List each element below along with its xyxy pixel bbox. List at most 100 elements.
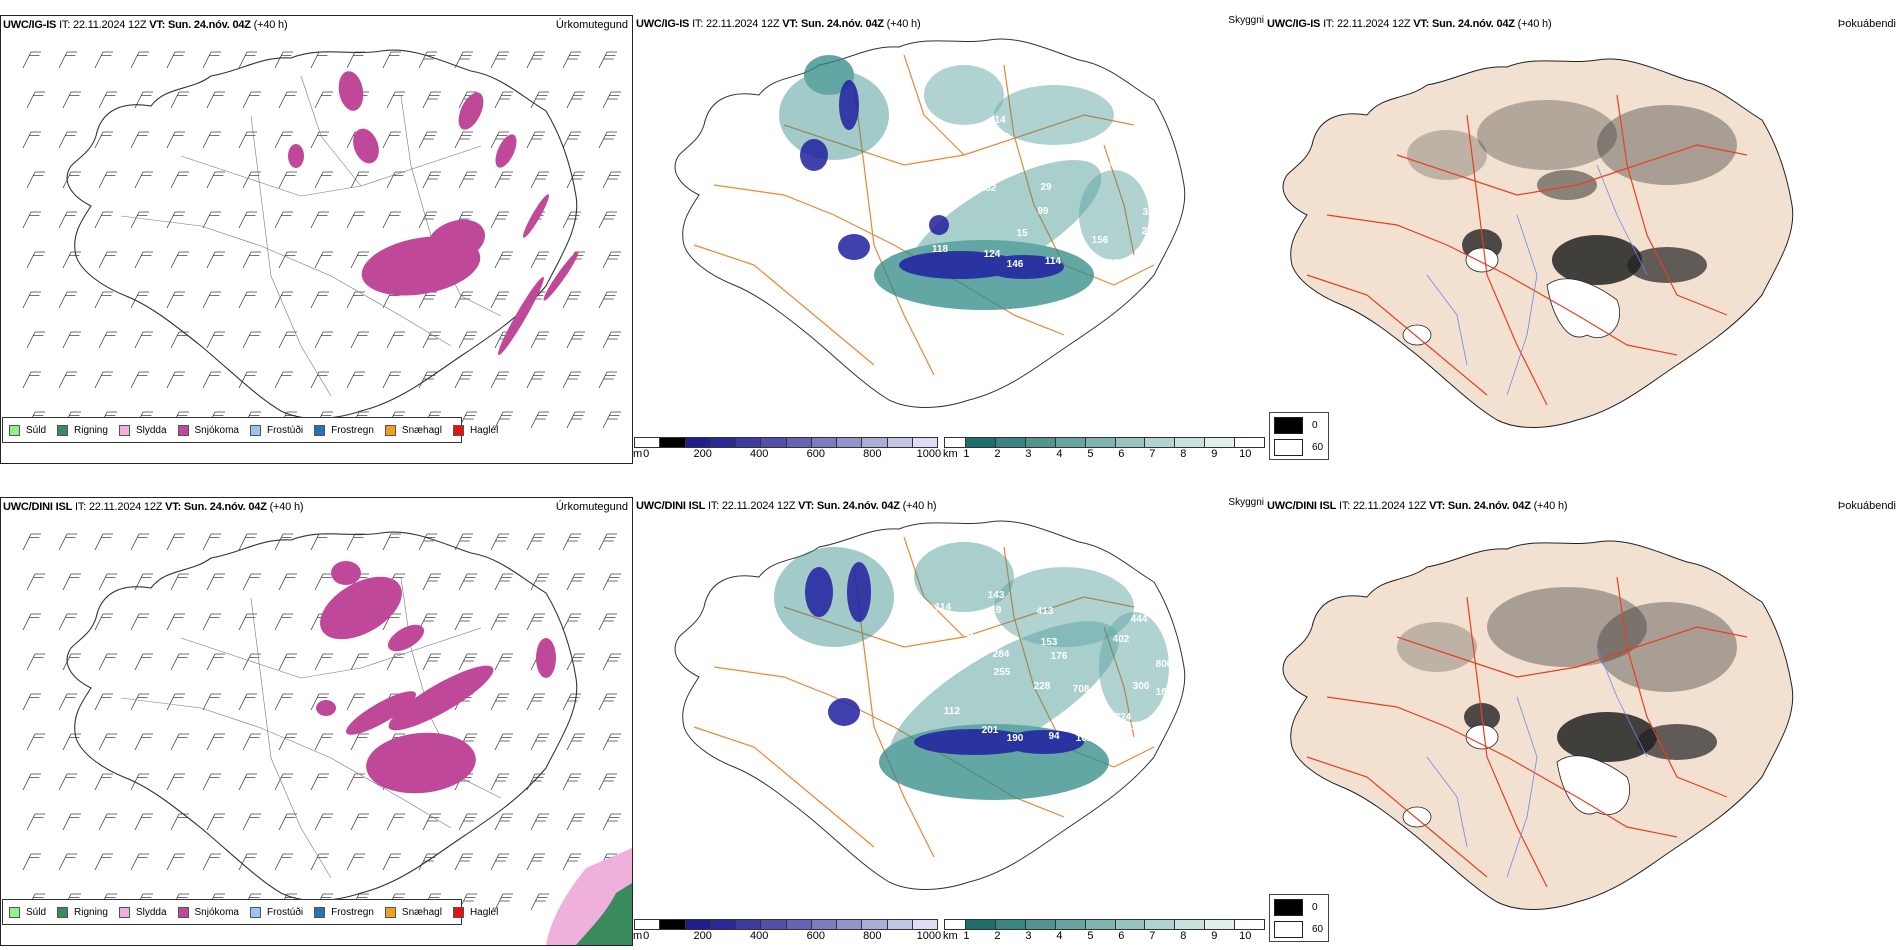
wind-barb-icon <box>274 131 293 149</box>
wind-barb-icon <box>526 773 545 791</box>
fog-legend-box: 0 60 <box>1269 412 1329 460</box>
wind-barb-icon <box>382 131 401 149</box>
parameter-label: Þokuábendi <box>1837 500 1896 512</box>
colorbar-cell <box>786 920 812 929</box>
wind-barb-icon <box>314 733 333 751</box>
wind-barb-icon <box>566 573 585 591</box>
wind-barb-icon <box>598 131 617 149</box>
wind-barb-icon <box>130 371 149 389</box>
panel-title: UWC/DINI ISL IT: 22.11.2024 12Z VT: Sun.… <box>3 501 304 513</box>
colorbar-cell <box>837 920 863 929</box>
legend-swatch <box>9 906 20 918</box>
wind-barb-icon <box>602 733 621 751</box>
ceiling-value-label: 117 <box>981 642 998 653</box>
wind-barb-icon <box>602 91 621 109</box>
wind-barb-icon <box>130 51 149 69</box>
tick-label: 1 <box>963 930 970 942</box>
wind-barb-icon <box>530 411 549 429</box>
legend-item: Haglél <box>452 424 498 436</box>
wind-barb-icon <box>94 773 113 791</box>
snow-area <box>388 665 494 731</box>
roads <box>693 536 1155 858</box>
wind-barb-icon <box>238 773 257 791</box>
fog-legend-row: 0 <box>1270 415 1328 435</box>
wind-barb-icon <box>602 171 621 189</box>
wind-barb-icon <box>566 733 585 751</box>
visibility-colorbar-cells <box>944 437 1265 448</box>
wind-barb-icon <box>62 331 81 349</box>
wind-barb-icon <box>526 693 545 711</box>
wind-barb-icon <box>22 211 41 229</box>
tick-label: 600 <box>806 930 825 942</box>
iceland-outline <box>66 49 578 420</box>
tick-label: 4 <box>1056 448 1063 460</box>
wind-barb-icon <box>454 853 473 871</box>
colorbar-cell <box>1055 920 1086 929</box>
ceiling-value-label: 98 <box>1107 733 1119 744</box>
wind-barb-icon <box>602 251 621 269</box>
wind-barb-icon <box>134 91 153 109</box>
ceiling-value-label: 15 <box>1016 228 1028 239</box>
legend-swatch <box>57 906 69 918</box>
roads <box>1306 576 1748 888</box>
wind-barb-icon <box>598 693 617 711</box>
ceiling-value-label: 498 <box>1109 159 1126 170</box>
unit-label: km <box>943 448 958 460</box>
wind-barb-icon <box>26 653 45 671</box>
wind-barb-icon <box>62 91 81 109</box>
ceiling-value-label: 29 <box>1040 182 1052 193</box>
legend-item: Snjókoma <box>177 906 239 918</box>
wind-barb-icon <box>562 131 581 149</box>
wind-barb-icon <box>134 653 153 671</box>
snow-area <box>523 194 549 238</box>
colorbar-cell <box>786 438 812 447</box>
wind-barb-icon <box>58 693 77 711</box>
wind-barb-icon <box>202 291 221 309</box>
iceland-outline <box>66 531 578 902</box>
wind-barb-icon <box>526 853 545 871</box>
wind-barb-icon <box>58 211 77 229</box>
wind-barb-icon <box>314 573 333 591</box>
ceiling-value-label: 99 <box>1037 206 1049 217</box>
wind-barb-icon <box>494 251 513 269</box>
wind-barb-icon <box>26 331 45 349</box>
wind-barb-icon <box>58 533 77 551</box>
wind-barb-icon <box>310 291 329 309</box>
rain-area <box>576 883 632 945</box>
wind-barb-icon <box>274 613 293 631</box>
wind-barb-icon <box>350 251 369 269</box>
wind-barb-icon <box>94 533 113 551</box>
wind-barb-icon <box>98 653 117 671</box>
rivers <box>1426 164 1648 396</box>
ceiling-colorbar-cells <box>634 437 938 448</box>
wind-barb-icon <box>382 371 401 389</box>
wind-barb-icon <box>170 91 189 109</box>
colorbar-cell <box>710 920 736 929</box>
snow-area <box>316 700 336 716</box>
wind-barb-icon <box>206 171 225 189</box>
precip-type-panel-row2: UWC/DINI ISL IT: 22.11.2024 12Z VT: Sun.… <box>0 497 633 946</box>
wind-barb-icon <box>130 693 149 711</box>
wind-barb-icon <box>134 733 153 751</box>
ceiling-value-label: 824 <box>1115 712 1132 723</box>
ceiling-value-label: 14 <box>994 115 1006 126</box>
ceiling-areas <box>805 562 1084 755</box>
colorbar-cell <box>635 920 661 929</box>
wind-barb-icon <box>202 533 221 551</box>
wind-barb-icon <box>314 813 333 831</box>
wind-barb-icon <box>598 371 617 389</box>
wind-barb-icon <box>382 533 401 551</box>
wind-barb-icon <box>422 573 441 591</box>
wind-barb-icon <box>422 653 441 671</box>
panel-title: UWC/IG-IS IT: 22.11.2024 12Z VT: Sun. 24… <box>3 19 288 31</box>
snow-area <box>353 128 379 164</box>
visibility-ticks: km 1 2 3 4 5 6 7 8 9 10 <box>943 448 1265 460</box>
wind-barb-icon <box>242 171 261 189</box>
wind-barb-icon <box>382 211 401 229</box>
wind-barb-icon <box>98 733 117 751</box>
ceiling-value-label: 284 <box>993 649 1010 660</box>
wind-barb-icon <box>566 171 585 189</box>
wind-barb-icon <box>458 411 477 429</box>
ceiling-value-label: 143 <box>988 590 1005 601</box>
